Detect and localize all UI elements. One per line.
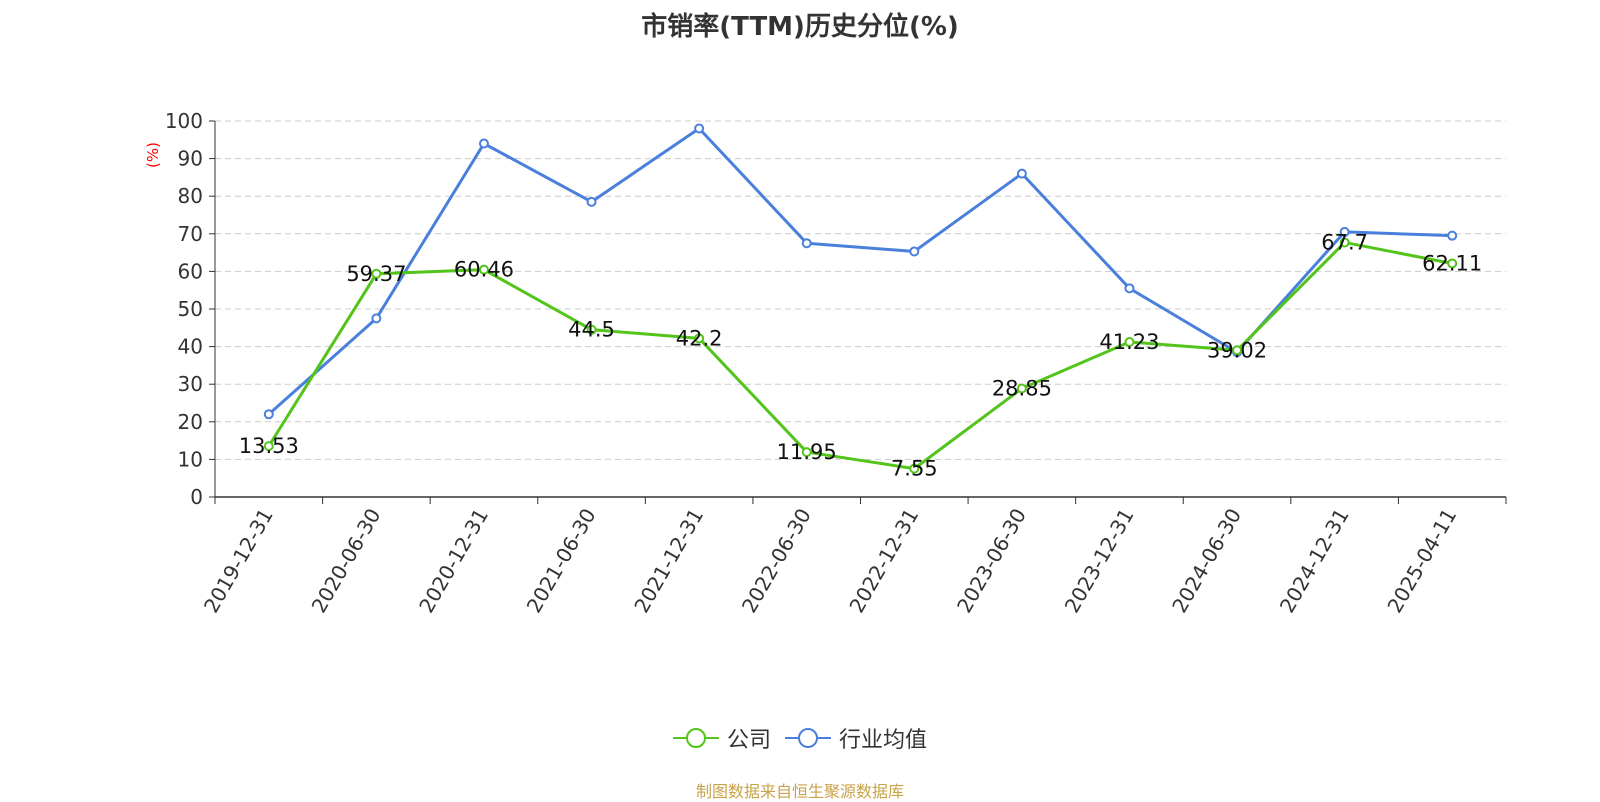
y-tick-label: 100 — [165, 109, 203, 133]
legend-industry-icon — [785, 728, 831, 748]
data-point[interactable] — [909, 246, 920, 257]
y-tick-label: 10 — [178, 447, 203, 471]
x-tick-label: 2022-12-31 — [844, 504, 923, 617]
data-point[interactable] — [1124, 283, 1135, 294]
x-tick-label: 2021-12-31 — [629, 504, 708, 617]
data-point[interactable] — [694, 123, 705, 134]
y-tick-label: 20 — [178, 410, 203, 434]
legend-company-label: 公司 — [726, 728, 771, 753]
data-point[interactable] — [1016, 383, 1027, 394]
data-point[interactable] — [478, 264, 489, 275]
data-point[interactable] — [1339, 237, 1350, 248]
legend-item-company[interactable]: 公司 — [672, 722, 771, 754]
data-point[interactable] — [801, 447, 812, 458]
data-point[interactable] — [1447, 230, 1458, 241]
data-point[interactable] — [694, 333, 705, 344]
x-tick-label: 2020-06-30 — [307, 504, 386, 617]
axes: 0 10 20 30 40 50 60 70 80 90 100 2019-12-31 2020-06-… — [165, 109, 1507, 617]
y-tick-label: 40 — [178, 335, 203, 359]
y-tick-label: 60 — [178, 259, 203, 283]
data-label: 39.02 — [1207, 338, 1267, 362]
data-point[interactable] — [586, 196, 597, 207]
x-tick-label: 2020-12-31 — [414, 504, 493, 617]
data-labels: 13.53 59.37 60.46 44.5 42.2 11.95 7.55 28.85 41.… — [239, 230, 1483, 480]
data-point[interactable] — [1339, 226, 1350, 237]
y-tick-label: 50 — [178, 297, 203, 321]
x-tick-label: 2023-12-31 — [1060, 504, 1139, 617]
source-note: 制图数据来自恒生聚源数据库 — [695, 782, 904, 801]
data-point[interactable] — [909, 463, 920, 474]
y-tick-label: 90 — [178, 147, 203, 171]
data-label: 59.37 — [346, 262, 406, 286]
data-point[interactable] — [586, 324, 597, 335]
data-label: 60.46 — [454, 258, 514, 282]
series-line-0 — [267, 240, 1453, 471]
data-label: 28.85 — [992, 377, 1052, 401]
data-point[interactable] — [801, 238, 812, 249]
y-tick-label: 30 — [178, 372, 203, 396]
x-tick-label: 2024-06-30 — [1167, 504, 1246, 617]
data-point[interactable] — [1016, 168, 1027, 179]
data-label: 67.7 — [1321, 230, 1368, 254]
data-label: 44.5 — [568, 318, 615, 342]
x-tick-label: 2019-12-31 — [199, 504, 278, 617]
legend: 公司 行业均值 — [0, 722, 1600, 754]
y-tick-label: 70 — [178, 222, 203, 246]
data-label: 11.95 — [777, 440, 837, 464]
x-tick-label: 2021-06-30 — [522, 504, 601, 617]
data-label: 13.53 — [239, 434, 299, 458]
series-layer — [263, 123, 1458, 474]
data-point[interactable] — [1124, 336, 1135, 347]
legend-industry-label: 行业均值 — [839, 728, 928, 753]
chart-title: 市销率(TTM)历史分位(%) — [641, 12, 959, 42]
data-label: 42.2 — [676, 326, 723, 350]
data-point[interactable] — [371, 268, 382, 279]
data-label: 7.55 — [891, 457, 938, 481]
data-point[interactable] — [478, 138, 489, 149]
x-tick-label: 2025-04-11 — [1382, 504, 1461, 617]
grid-lines — [215, 120, 1506, 460]
data-point[interactable] — [263, 409, 274, 420]
y-tick-label: 80 — [178, 184, 203, 208]
x-tick-label: 2023-06-30 — [952, 504, 1031, 617]
data-point[interactable] — [371, 313, 382, 324]
data-point[interactable] — [1232, 345, 1243, 356]
data-label: 62.11 — [1422, 251, 1482, 275]
x-tick-label: 2024-12-31 — [1275, 504, 1354, 617]
y-axis-label: (%) — [144, 142, 162, 168]
legend-company-icon — [672, 728, 719, 748]
y-tick-label: 0 — [190, 485, 203, 509]
data-label: 41.23 — [1099, 330, 1159, 354]
data-point[interactable] — [1447, 258, 1458, 269]
legend-item-industry[interactable]: 行业均值 — [785, 722, 927, 754]
data-point[interactable] — [263, 441, 274, 452]
x-tick-label: 2022-06-30 — [737, 504, 816, 617]
